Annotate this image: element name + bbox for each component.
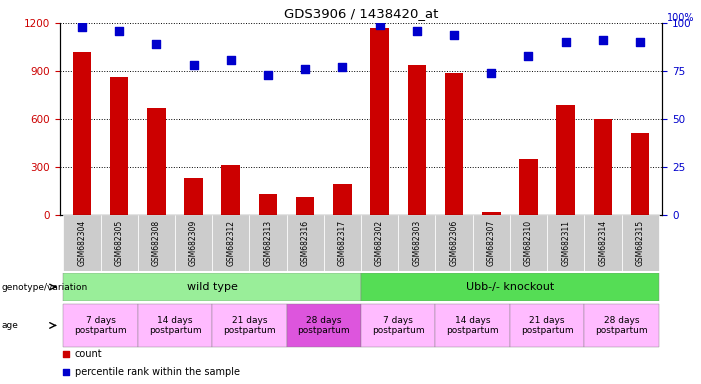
FancyBboxPatch shape: [361, 215, 398, 271]
FancyBboxPatch shape: [287, 304, 361, 347]
Text: Ubb-/- knockout: Ubb-/- knockout: [465, 282, 554, 292]
Bar: [444, 73, 463, 215]
Text: 14 days
postpartum: 14 days postpartum: [447, 316, 499, 335]
Point: [597, 37, 608, 43]
FancyBboxPatch shape: [510, 215, 547, 271]
Point: [523, 53, 534, 59]
Bar: [407, 65, 426, 215]
Text: 21 days
postpartum: 21 days postpartum: [223, 316, 275, 335]
FancyBboxPatch shape: [100, 215, 137, 271]
Point: [486, 70, 497, 76]
FancyBboxPatch shape: [547, 215, 585, 271]
Bar: [259, 194, 278, 215]
FancyBboxPatch shape: [63, 215, 100, 271]
Bar: [482, 212, 501, 215]
Point: [634, 39, 646, 45]
FancyBboxPatch shape: [324, 215, 361, 271]
Text: percentile rank within the sample: percentile rank within the sample: [74, 366, 240, 377]
Text: GSM682307: GSM682307: [486, 220, 496, 266]
Text: wild type: wild type: [186, 282, 238, 292]
Text: age: age: [1, 321, 18, 330]
FancyBboxPatch shape: [585, 215, 622, 271]
Bar: [147, 108, 165, 215]
Bar: [370, 28, 389, 215]
Text: GSM682309: GSM682309: [189, 220, 198, 266]
Bar: [73, 52, 91, 215]
Text: 14 days
postpartum: 14 days postpartum: [149, 316, 201, 335]
Point: [560, 39, 571, 45]
Bar: [631, 134, 649, 215]
FancyBboxPatch shape: [137, 304, 212, 347]
FancyBboxPatch shape: [472, 215, 510, 271]
Text: 28 days
postpartum: 28 days postpartum: [595, 316, 648, 335]
FancyBboxPatch shape: [250, 215, 287, 271]
Text: GSM682316: GSM682316: [301, 220, 310, 266]
FancyBboxPatch shape: [212, 215, 250, 271]
FancyBboxPatch shape: [435, 215, 472, 271]
Bar: [184, 178, 203, 215]
FancyBboxPatch shape: [212, 304, 287, 347]
Point: [60, 369, 72, 375]
FancyBboxPatch shape: [137, 215, 175, 271]
Text: GSM682315: GSM682315: [636, 220, 645, 266]
FancyBboxPatch shape: [287, 215, 324, 271]
Text: GSM682304: GSM682304: [77, 220, 86, 266]
Bar: [557, 104, 575, 215]
Text: GSM682305: GSM682305: [115, 220, 123, 266]
Point: [225, 56, 236, 63]
Text: GSM682317: GSM682317: [338, 220, 347, 266]
Text: GSM682314: GSM682314: [599, 220, 607, 266]
Bar: [222, 166, 240, 215]
Text: GSM682302: GSM682302: [375, 220, 384, 266]
Point: [411, 28, 423, 34]
Bar: [594, 119, 612, 215]
Point: [76, 24, 88, 30]
Text: GSM682312: GSM682312: [226, 220, 236, 266]
FancyBboxPatch shape: [510, 304, 585, 347]
FancyBboxPatch shape: [622, 215, 659, 271]
Title: GDS3906 / 1438420_at: GDS3906 / 1438420_at: [284, 7, 438, 20]
Text: GSM682311: GSM682311: [562, 220, 570, 266]
Text: 28 days
postpartum: 28 days postpartum: [297, 316, 350, 335]
Text: 100%: 100%: [667, 13, 694, 23]
Point: [336, 64, 348, 70]
Text: GSM682303: GSM682303: [412, 220, 421, 266]
Point: [114, 28, 125, 34]
Point: [151, 41, 162, 47]
Text: GSM682313: GSM682313: [264, 220, 273, 266]
FancyBboxPatch shape: [585, 304, 659, 347]
Point: [449, 31, 460, 38]
Point: [299, 66, 311, 72]
Text: GSM682308: GSM682308: [152, 220, 161, 266]
FancyBboxPatch shape: [175, 215, 212, 271]
FancyBboxPatch shape: [361, 304, 435, 347]
FancyBboxPatch shape: [361, 273, 659, 301]
FancyBboxPatch shape: [398, 215, 435, 271]
Point: [374, 22, 386, 28]
Text: genotype/variation: genotype/variation: [1, 283, 88, 291]
Text: count: count: [74, 349, 102, 359]
FancyBboxPatch shape: [63, 273, 361, 301]
Point: [188, 62, 199, 68]
Point: [60, 351, 72, 357]
FancyBboxPatch shape: [435, 304, 510, 347]
Text: GSM682306: GSM682306: [449, 220, 458, 266]
Bar: [519, 159, 538, 215]
Text: 7 days
postpartum: 7 days postpartum: [372, 316, 425, 335]
Point: [262, 72, 273, 78]
Text: GSM682310: GSM682310: [524, 220, 533, 266]
Bar: [333, 184, 352, 215]
Text: 21 days
postpartum: 21 days postpartum: [521, 316, 573, 335]
Bar: [110, 78, 128, 215]
FancyBboxPatch shape: [63, 304, 137, 347]
Text: 7 days
postpartum: 7 days postpartum: [74, 316, 127, 335]
Bar: [296, 197, 315, 215]
